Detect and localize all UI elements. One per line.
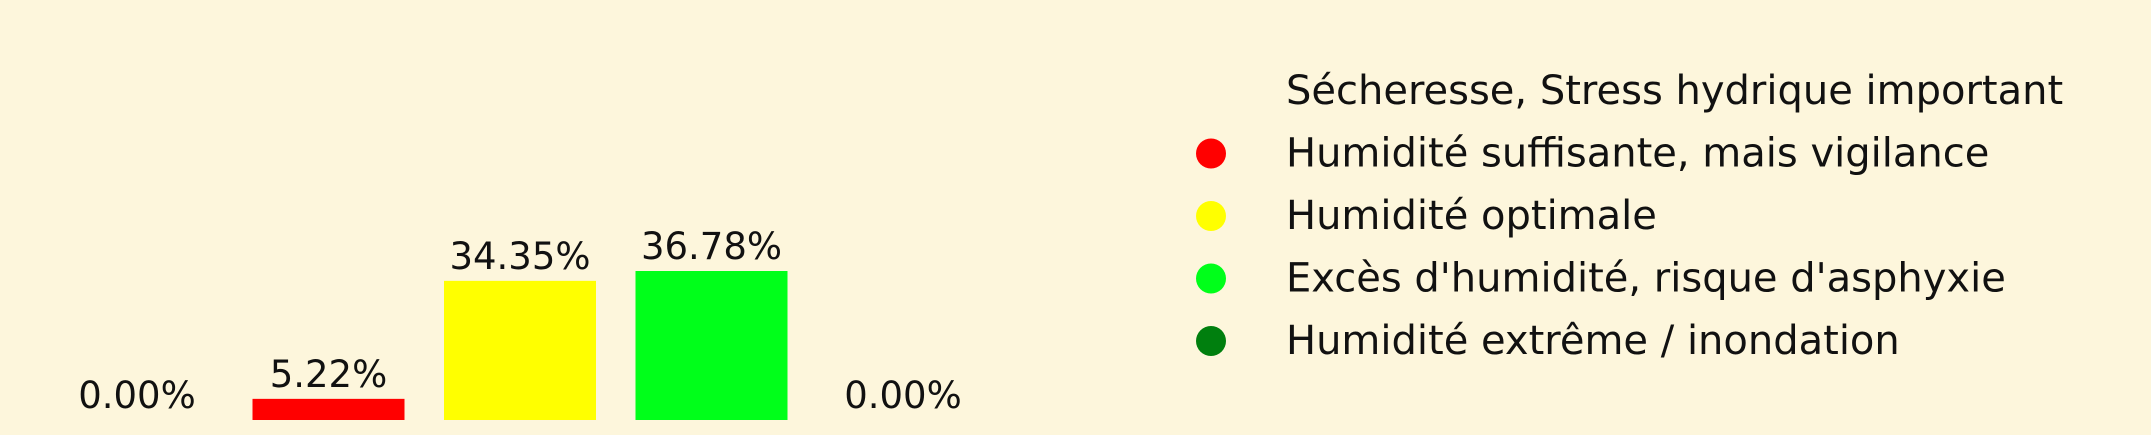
legend-label-3: Humidité optimale (1286, 193, 1657, 239)
bars-group (252, 271, 788, 420)
legend-label-2: Humidité suffisante, mais vigilance (1286, 131, 1989, 177)
value-label-5: 0.00% (844, 374, 962, 417)
value-label-1: 0.00% (78, 374, 196, 417)
bar-2 (252, 398, 405, 420)
legend-label-5: Humidité extrême / inondation (1286, 318, 1900, 364)
value-label-4: 36.78% (641, 225, 782, 268)
legend-label-4: Excès d'humidité, risque d'asphyxie (1286, 256, 2006, 302)
legend-marker-2 (1196, 138, 1226, 169)
bar-4 (635, 271, 788, 420)
legend-marker-5 (1196, 326, 1226, 356)
legend-marker-3 (1196, 201, 1226, 231)
value-label-2: 5.22% (270, 353, 388, 396)
bar-3 (444, 280, 596, 420)
legend-label-1: Sécheresse, Stress hydrique important (1286, 68, 2063, 114)
value-label-3: 34.35% (449, 235, 590, 278)
legend-marker-4 (1196, 263, 1226, 294)
legend: Sécheresse, Stress hydrique important Hum… (1196, 68, 2063, 364)
legend-marker-1 (1196, 76, 1226, 106)
value-labels-group: 0.00% 5.22% 34.35% 36.78% 0.00% (78, 225, 962, 417)
